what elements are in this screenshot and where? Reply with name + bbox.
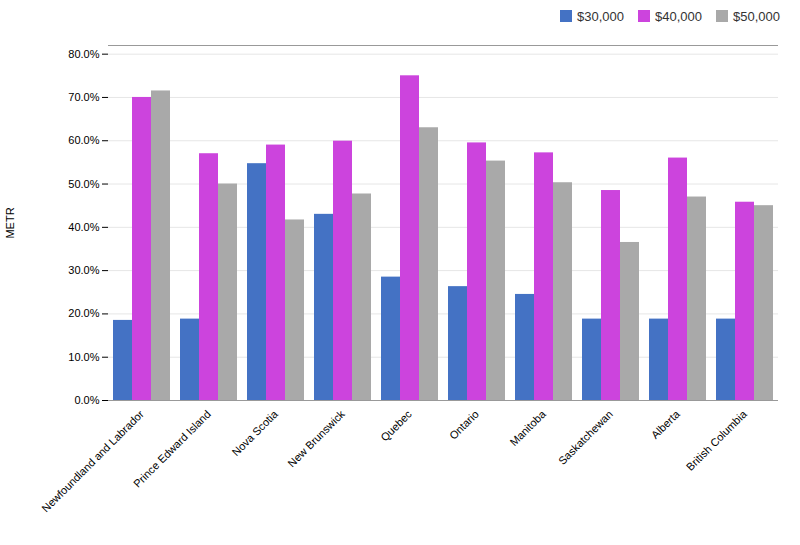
svg-text:Ontario: Ontario [447, 408, 481, 442]
svg-text:10.0%: 10.0% [68, 351, 99, 363]
svg-text:50.0%: 50.0% [68, 178, 99, 190]
svg-text:40.0%: 40.0% [68, 221, 99, 233]
svg-text:Quebec: Quebec [378, 407, 414, 443]
svg-text:80.0%: 80.0% [68, 48, 99, 60]
svg-text:METR: METR [4, 207, 16, 238]
svg-text:30.0%: 30.0% [68, 264, 99, 276]
svg-text:Newfoundland and Labrador: Newfoundland and Labrador [39, 408, 146, 515]
svg-text:20.0%: 20.0% [68, 307, 99, 319]
svg-text:British Columbia: British Columbia [684, 407, 750, 473]
svg-text:0.0%: 0.0% [74, 394, 99, 406]
svg-text:Saskatchewan: Saskatchewan [556, 408, 615, 467]
svg-text:60.0%: 60.0% [68, 134, 99, 146]
html-text:$30,000: $30,000 [577, 8, 624, 24]
svg-text:Manitoba: Manitoba [507, 407, 548, 448]
svg-text:Alberta: Alberta [649, 407, 683, 441]
svg-text:Nova Scotia: Nova Scotia [229, 407, 280, 458]
svg-text:New Brunswick: New Brunswick [285, 407, 347, 469]
html-text:$40,000: $40,000 [655, 8, 702, 24]
svg-text:70.0%: 70.0% [68, 91, 99, 103]
svg-text:Prince Edward Island: Prince Edward Island [131, 408, 213, 490]
html-text:$50,000: $50,000 [733, 8, 780, 24]
